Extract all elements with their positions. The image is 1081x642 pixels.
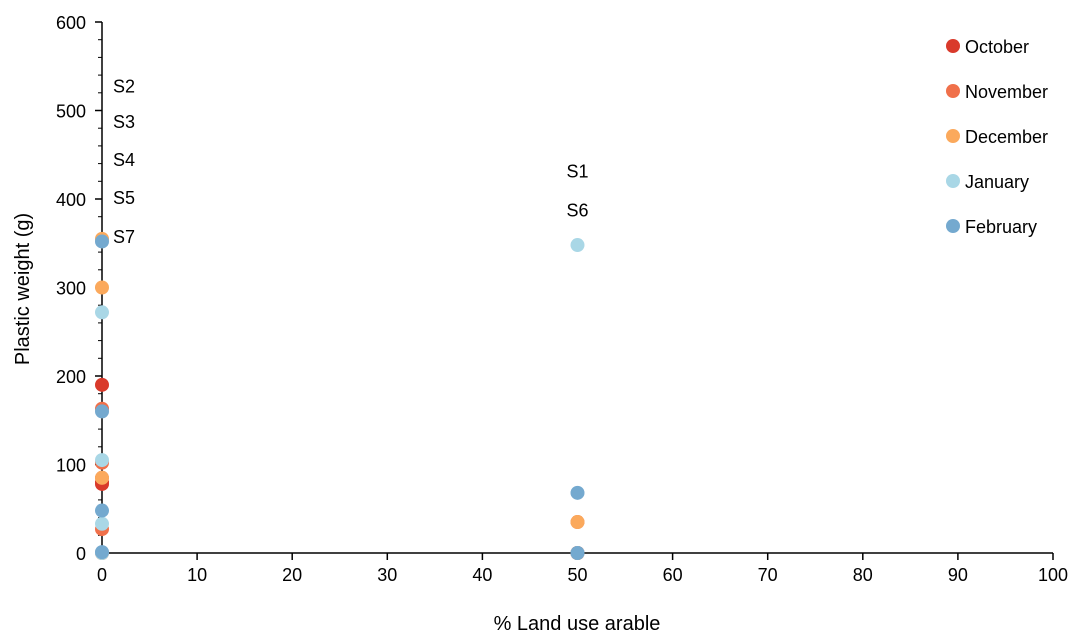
legend-label: December	[965, 127, 1048, 147]
data-point-february	[95, 404, 109, 419]
legend-marker-november	[946, 84, 960, 98]
legend-marker-october	[946, 39, 960, 53]
legend-label: February	[965, 217, 1037, 237]
legend: October November December January February	[946, 37, 1048, 237]
x-tick-label: 0	[97, 565, 107, 585]
data-point-february	[95, 545, 109, 560]
data-point-january	[95, 305, 109, 320]
data-point-february	[95, 503, 109, 518]
data-point-january	[95, 516, 109, 531]
point-annotation: S3	[113, 112, 135, 132]
point-annotation: S1	[567, 162, 589, 182]
data-point-january	[95, 453, 109, 468]
y-tick-group: 0 100 200 300 400 500 600	[56, 13, 102, 564]
x-tick-label: 70	[758, 565, 778, 585]
point-annotations: S2 S3 S4 S5 S7 S1 S6	[113, 77, 589, 247]
legend-label: November	[965, 82, 1048, 102]
x-tick-label: 40	[472, 565, 492, 585]
point-annotation: S4	[113, 150, 135, 170]
x-tick-label: 50	[567, 565, 587, 585]
legend-label: October	[965, 37, 1029, 57]
x-axis-title: % Land use arable	[494, 613, 661, 635]
point-annotation: S7	[113, 227, 135, 247]
x-tick-label: 100	[1038, 565, 1068, 585]
legend-label: January	[965, 172, 1029, 192]
x-tick-label: 10	[187, 565, 207, 585]
point-annotation: S5	[113, 188, 135, 208]
data-point-december	[570, 515, 585, 530]
x-tick-label: 30	[377, 565, 397, 585]
point-annotation: S6	[567, 201, 589, 221]
y-axis-title: Plastic weight (g)	[12, 213, 34, 365]
data-point-october	[95, 377, 109, 392]
data-point-december	[95, 280, 109, 295]
data-point-february	[95, 234, 109, 249]
point-annotation: S2	[113, 77, 135, 97]
x-tick-label: 90	[948, 565, 968, 585]
y-tick-label: 200	[56, 367, 86, 387]
x-tick-label: 60	[663, 565, 683, 585]
data-point-february	[570, 546, 585, 560]
legend-marker-february	[946, 219, 960, 233]
x-tick-label: 80	[853, 565, 873, 585]
y-tick-label: 300	[56, 279, 86, 299]
y-tick-label: 100	[56, 456, 86, 476]
legend-marker-december	[946, 129, 960, 143]
y-tick-label: 500	[56, 102, 86, 122]
data-point-january	[570, 238, 585, 253]
legend-marker-january	[946, 174, 960, 188]
y-tick-label: 400	[56, 190, 86, 210]
axes	[101, 22, 1053, 554]
data-point-february	[570, 485, 585, 500]
x-tick-group: 0 10 20 30 40 50 60 70 80 90 100	[97, 553, 1068, 585]
data-point-december	[95, 470, 109, 485]
data-points	[95, 231, 585, 560]
y-tick-label: 600	[56, 13, 86, 33]
y-tick-label: 0	[76, 544, 86, 564]
x-tick-label: 20	[282, 565, 302, 585]
